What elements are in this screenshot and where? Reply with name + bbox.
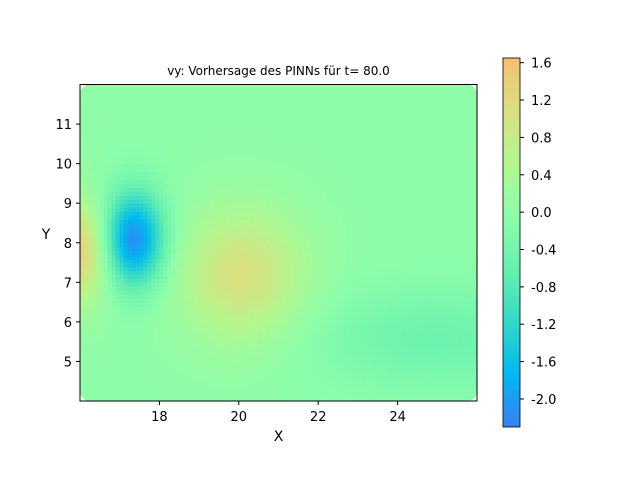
- y-axis: 5 6 7 8 9 10 11: [55, 118, 80, 370]
- x-tick-label: 24: [389, 410, 406, 425]
- colorbar-gradient: [502, 57, 521, 428]
- x-tick-label: 20: [231, 410, 248, 425]
- x-axis-label: X: [274, 429, 284, 445]
- colorbar-tick-label: 1.2: [531, 94, 552, 109]
- y-tick-label: 6: [64, 316, 72, 331]
- colorbar-tick-label: 0.4: [531, 169, 552, 184]
- colorbar-tick-label: -0.8: [531, 281, 556, 296]
- colorbar-tick-label: -1.2: [531, 318, 556, 333]
- y-tick-label: 5: [64, 355, 72, 370]
- colorbar-tick-label: -2.0: [531, 393, 556, 408]
- colorbar-tick-label: -1.6: [531, 356, 556, 371]
- plot-area: 18 20 22 24 5 6 7 8 9 10 11: [55, 84, 478, 425]
- y-tick-label: 7: [64, 276, 72, 291]
- x-tick-label: 22: [310, 410, 327, 425]
- x-axis: 18 20 22 24: [151, 401, 406, 425]
- x-tick-label: 18: [151, 410, 168, 425]
- y-tick-label: 10: [55, 158, 72, 173]
- colorbar: -2.0 -1.6 -1.2 -0.8 -0.4 0.0 0.4 0.8 1.2 1.6: [502, 57, 556, 428]
- colorbar-tick-label: 0.8: [531, 131, 552, 146]
- y-tick-label: 11: [55, 118, 72, 133]
- colorbar-tick-label: -0.4: [531, 244, 556, 259]
- colorbar-ticks: -2.0 -1.6 -1.2 -0.8 -0.4 0.0 0.4 0.8 1.2 1.6: [520, 57, 556, 408]
- y-axis-label: Y: [41, 227, 51, 243]
- y-tick-label: 8: [64, 237, 72, 252]
- heatmap-field: [80, 84, 477, 401]
- colorbar-tick-label: 1.6: [531, 57, 552, 72]
- chart-title: vy: Vorhersage des PINNs für t= 80.0: [167, 64, 390, 78]
- colorbar-tick-label: 0.0: [531, 206, 552, 221]
- y-tick-label: 9: [64, 197, 72, 212]
